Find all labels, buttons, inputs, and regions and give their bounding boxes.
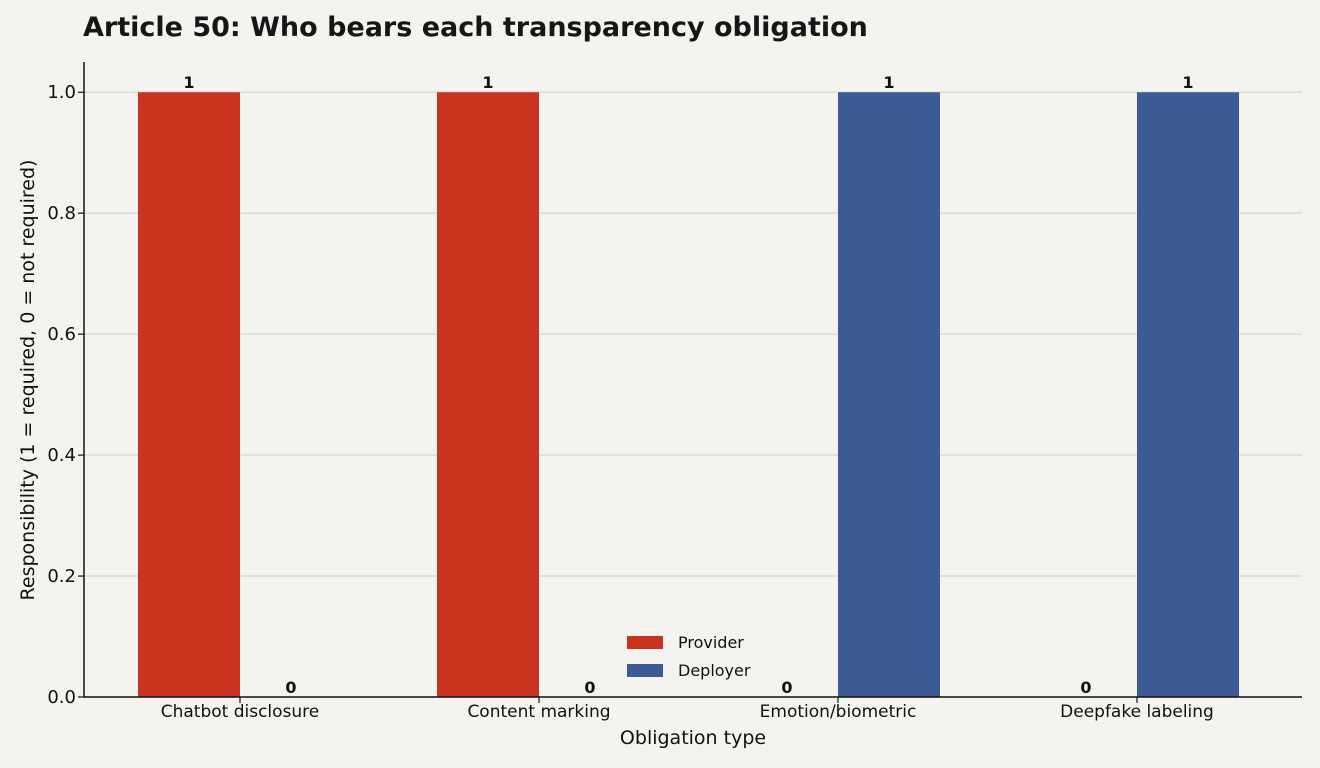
x-tick-label: Content marking [467, 702, 610, 722]
bar-deployer [838, 92, 940, 697]
data-label: 0 [285, 678, 296, 697]
legend-swatch-deployer [627, 664, 663, 677]
legend-label-deployer: Deployer [678, 661, 751, 680]
x-tick-label: Emotion/biometric [760, 702, 917, 722]
legend: Provider Deployer [627, 633, 751, 680]
data-label: 1 [1182, 73, 1193, 92]
bar-provider [138, 92, 240, 697]
y-tick-label: 0.0 [47, 687, 76, 708]
chart-title: Article 50: Who bears each transparency … [83, 12, 868, 43]
y-axis-title: Responsibility (1 = required, 0 = not re… [17, 160, 39, 601]
x-axis-title: Obligation type [620, 727, 766, 749]
bar-deployer [1137, 92, 1239, 697]
y-tick-label: 0.4 [47, 445, 76, 466]
data-label: 1 [482, 73, 493, 92]
data-label: 1 [883, 73, 894, 92]
y-tick-label: 0.6 [47, 324, 76, 345]
data-label: 0 [781, 678, 792, 697]
y-tick-label: 0.2 [47, 566, 76, 587]
bars [138, 92, 1239, 697]
axes [83, 62, 1302, 698]
bar-provider [437, 92, 539, 697]
data-label: 0 [1080, 678, 1091, 697]
legend-swatch-provider [627, 636, 663, 649]
data-labels: 1 0 1 0 0 1 0 1 [183, 73, 1193, 697]
y-ticks: 0.0 0.2 0.4 0.6 0.8 1.0 [47, 82, 84, 708]
legend-label-provider: Provider [678, 633, 744, 652]
y-tick-label: 1.0 [47, 82, 76, 103]
gridlines [84, 91, 1302, 577]
y-tick-label: 0.8 [47, 203, 76, 224]
x-tick-label: Deepfake labeling [1060, 702, 1214, 722]
data-label: 0 [584, 678, 595, 697]
x-tick-label: Chatbot disclosure [161, 702, 320, 722]
x-ticks: Chatbot disclosure Content marking Emotion… [161, 697, 1214, 722]
data-label: 1 [183, 73, 194, 92]
